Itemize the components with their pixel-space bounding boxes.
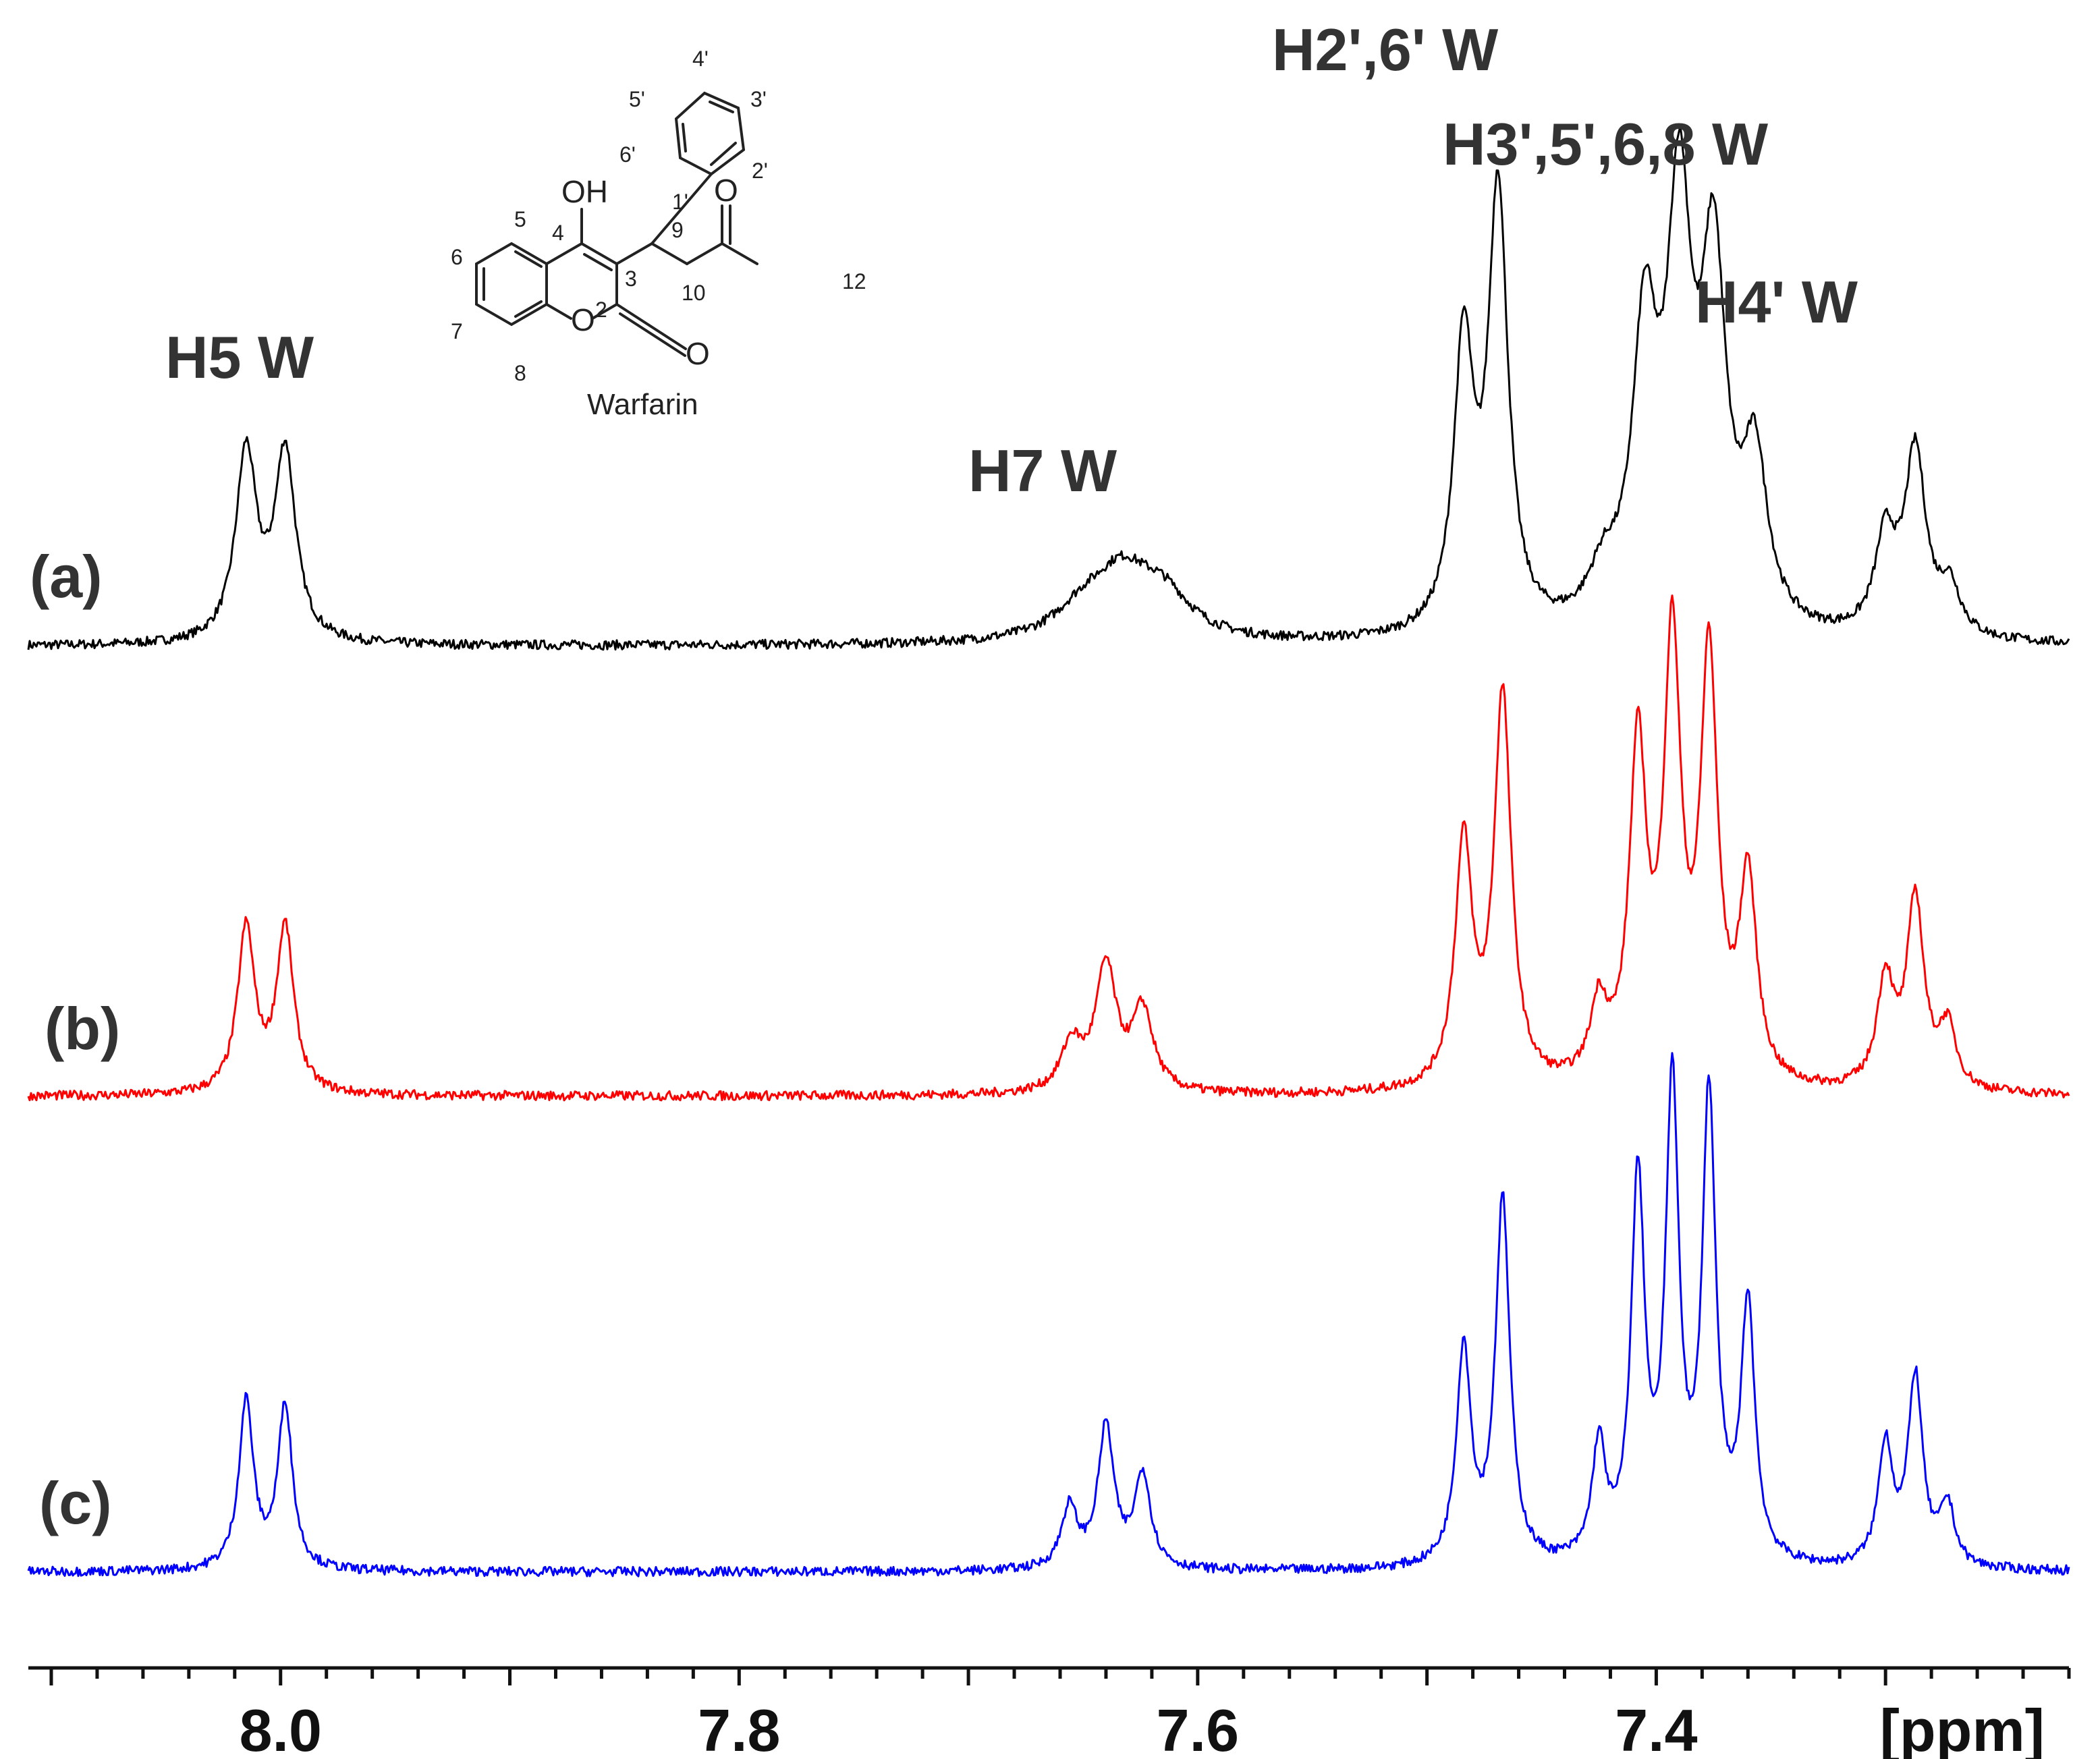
peak-label-h7: H7 W	[968, 437, 1117, 504]
spectrum-trace-b	[27, 594, 2070, 1102]
x-axis-label: [ppm]	[1880, 1697, 2045, 1759]
spectrum-trace-c	[27, 1052, 2070, 1577]
atom-o-ketone: O	[714, 173, 738, 208]
spectrum-trace-a	[27, 125, 2070, 651]
pos-3p: 3'	[750, 87, 767, 111]
pos-6: 6	[451, 245, 463, 269]
pos-8: 8	[514, 361, 526, 385]
trace-label-c: (c)	[39, 1470, 112, 1536]
x-tick-label: 7.6	[1157, 1697, 1239, 1759]
pos-3: 3	[625, 267, 637, 291]
x-tick-label: 7.8	[698, 1697, 780, 1759]
phenyl-ring	[674, 91, 746, 176]
pos-5: 5	[514, 207, 526, 231]
peak-label-h2-6: H2',6' W	[1272, 16, 1498, 83]
warfarin-structure: OH O O O 2 3 4 5 6 7 8 9 10 12 1' 2' 3' …	[451, 47, 866, 421]
benzo-ring	[475, 242, 548, 327]
x-axis: 8.0 7.8 7.6 7.4 [ppm]	[28, 1666, 2071, 1759]
trace-label-b: (b)	[45, 995, 120, 1062]
trace-label-a: (a)	[30, 543, 103, 610]
x-axis-ticks: 8.0 7.8 7.6 7.4	[49, 1668, 2071, 1759]
pos-9: 9	[671, 218, 684, 242]
pos-4p: 4'	[692, 47, 709, 71]
pos-1p: 1'	[672, 190, 688, 214]
molecule-name: Warfarin	[587, 388, 698, 421]
spectra-traces	[27, 125, 2070, 1577]
atom-o-ring: O	[571, 302, 595, 337]
pos-7: 7	[451, 319, 463, 343]
pos-2: 2	[595, 298, 607, 322]
x-tick-label: 7.4	[1615, 1697, 1697, 1759]
atom-oh: OH	[561, 174, 608, 209]
pos-5p: 5'	[629, 87, 645, 111]
pos-6p: 6'	[619, 142, 636, 167]
peak-label-h3-5-6-8: H3',5',6,8 W	[1443, 111, 1768, 177]
pos-10: 10	[682, 281, 706, 305]
peak-label-h4: H4' W	[1695, 269, 1858, 335]
peak-label-h5: H5 W	[165, 324, 314, 391]
x-tick-label: 8.0	[240, 1697, 322, 1759]
pos-12: 12	[842, 269, 866, 294]
pos-2p: 2'	[752, 159, 768, 183]
atom-o-carbonyl: O	[686, 336, 710, 371]
pos-4: 4	[552, 221, 564, 245]
